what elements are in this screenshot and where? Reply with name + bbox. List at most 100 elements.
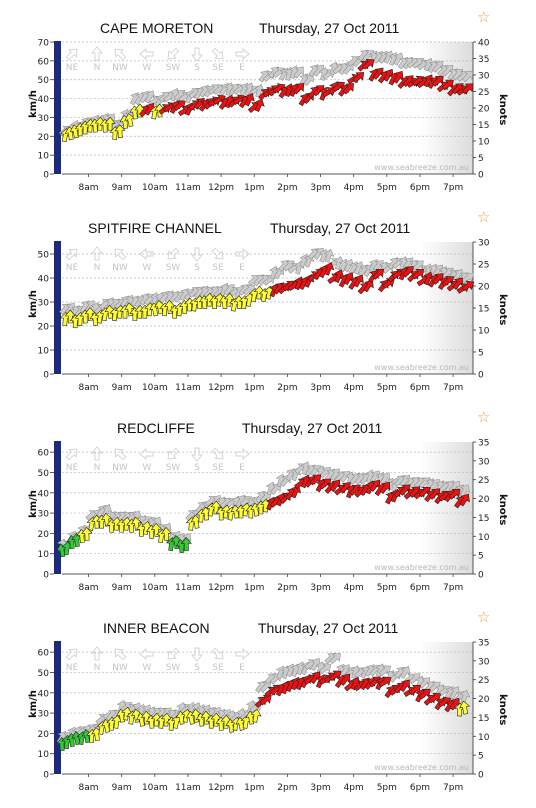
direction-legend-arrow-icon [114, 48, 127, 61]
favorite-star-icon[interactable]: ☆ [477, 408, 491, 426]
x-tick-label: 11am [175, 183, 201, 193]
direction-legend-arrow-icon [139, 48, 154, 60]
y2-tick-label: 35 [478, 55, 489, 65]
y-tick-label: 40 [38, 275, 50, 285]
x-tick-label: 12pm [208, 583, 234, 593]
direction-legend-arrow-icon [191, 247, 203, 262]
chart-title: INNER BEACON [103, 620, 210, 636]
x-tick-label: 7pm [443, 783, 463, 793]
direction-legend-arrow-icon [167, 447, 180, 460]
x-tick-label: 6pm [410, 383, 430, 393]
direction-legend-label: W [143, 63, 152, 73]
wind-arrow [244, 93, 255, 107]
y-tick-label: 10 [38, 550, 50, 560]
x-tick-label: 2pm [277, 583, 297, 593]
gust-arrow [259, 681, 272, 693]
y-tick-label: 0 [43, 171, 49, 181]
wind-arrow [363, 279, 374, 293]
direction-legend-label: E [239, 463, 245, 473]
x-tick-label: 8am [79, 583, 99, 593]
y-tick-label: 70 [38, 39, 50, 49]
wind-arrow [173, 100, 186, 111]
direction-legend-arrow-icon [139, 248, 154, 260]
direction-legend-label: SE [212, 463, 224, 473]
wind-arrow [461, 280, 475, 292]
direction-legend-label: SW [166, 263, 181, 273]
y2-tick-label: 35 [478, 439, 489, 449]
x-tick-label: 4pm [344, 183, 364, 193]
y-tick-label: 10 [38, 347, 50, 357]
gust-arrow [342, 62, 354, 75]
y-tick-label: 60 [38, 57, 50, 67]
direction-legend-arrow-icon [167, 47, 180, 60]
y2-tick-label: 15 [478, 514, 489, 524]
y-tick-label: 20 [38, 323, 50, 333]
y2-tick-label: 30 [478, 239, 490, 249]
y2-tick-label: 0 [478, 171, 484, 181]
y-tick-label: 60 [38, 449, 50, 459]
x-tick-label: 3pm [310, 183, 330, 193]
y-tick-label: 0 [43, 771, 49, 781]
direction-legend-arrow-icon [139, 648, 154, 660]
direction-legend-label: N [94, 263, 101, 273]
wind-arrow [160, 526, 172, 541]
chart-title: CAPE MORETON [100, 20, 214, 36]
y2-axis-label: knots [497, 694, 508, 725]
website-watermark: www.seabreeze.com.au [374, 163, 469, 172]
favorite-star-icon[interactable]: ☆ [477, 608, 491, 626]
direction-legend-arrow-icon [235, 448, 250, 460]
y2-tick-label: 25 [478, 261, 489, 271]
y2-tick-label: 15 [478, 121, 489, 131]
x-tick-label: 7pm [443, 383, 463, 393]
y-tick-label: 50 [38, 669, 50, 679]
direction-legend-arrow-icon [114, 448, 127, 461]
x-tick-label: 11am [175, 783, 201, 793]
x-tick-label: 3pm [310, 583, 330, 593]
favorite-star-icon[interactable]: ☆ [477, 208, 491, 226]
y-tick-label: 40 [38, 95, 50, 105]
wind-chart-panel: INNER BEACON Thursday, 27 Oct 2011 ☆ 0 10 20 3… [0, 608, 536, 808]
direction-legend-label: SE [212, 263, 224, 273]
direction-legend-arrow-icon [235, 648, 250, 660]
direction-legend-label: N [94, 463, 101, 473]
y-tick-label: 20 [38, 730, 50, 740]
wind-arrow [379, 481, 391, 494]
favorite-star-icon[interactable]: ☆ [477, 8, 491, 26]
direction-legend-arrow-icon [191, 447, 203, 462]
wind-arrow [362, 59, 375, 70]
direction-legend-arrow-icon [65, 248, 78, 261]
direction-legend-arrow-icon [235, 248, 250, 260]
y2-tick-label: 5 [478, 552, 484, 562]
chart-title: REDCLIFFE [117, 420, 195, 436]
wind-arrow [461, 83, 474, 95]
x-tick-label: 2pm [277, 783, 297, 793]
x-tick-label: 6pm [410, 783, 430, 793]
y-tick-label: 30 [38, 710, 50, 720]
direction-legend-arrow-icon [211, 247, 224, 260]
website-watermark: www.seabreeze.com.au [374, 763, 469, 772]
y2-axis-label: knots [497, 294, 508, 325]
x-tick-label: 2pm [277, 183, 297, 193]
wind-chart-panel: SPITFIRE CHANNEL Thursday, 27 Oct 2011 ☆ 0 1… [0, 208, 536, 408]
wind-arrow [250, 708, 262, 723]
gust-arrow [303, 73, 314, 87]
y2-tick-label: 20 [478, 695, 490, 705]
x-tick-label: 5pm [377, 383, 397, 393]
y2-tick-label: 30 [478, 72, 490, 82]
direction-legend-arrow-icon [167, 647, 180, 660]
wind-chart-svg: 0 10 20 30 40 50 60 0 5 10 15 20 25 30 35 km/h knots 8am 9… [28, 639, 508, 794]
x-tick-label: 8am [79, 383, 99, 393]
wind-arrow [372, 268, 385, 280]
wind-arrow [459, 493, 470, 507]
x-tick-label: 3pm [310, 783, 330, 793]
y-tick-label: 50 [38, 76, 50, 86]
wind-arrow [441, 276, 454, 287]
wind-arrow [352, 72, 365, 84]
x-tick-label: 1pm [244, 183, 264, 193]
wind-arrow [114, 124, 126, 139]
direction-legend-label: NW [112, 263, 128, 273]
wind-arrow [292, 83, 305, 95]
chart-date: Thursday, 27 Oct 2011 [270, 220, 411, 236]
y2-tick-label: 5 [478, 154, 484, 164]
y2-tick-label: 15 [478, 714, 489, 724]
